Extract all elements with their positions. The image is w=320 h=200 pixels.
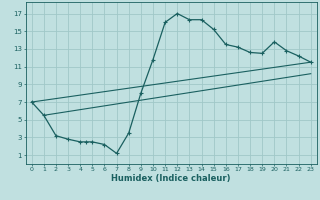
- X-axis label: Humidex (Indice chaleur): Humidex (Indice chaleur): [111, 174, 231, 183]
